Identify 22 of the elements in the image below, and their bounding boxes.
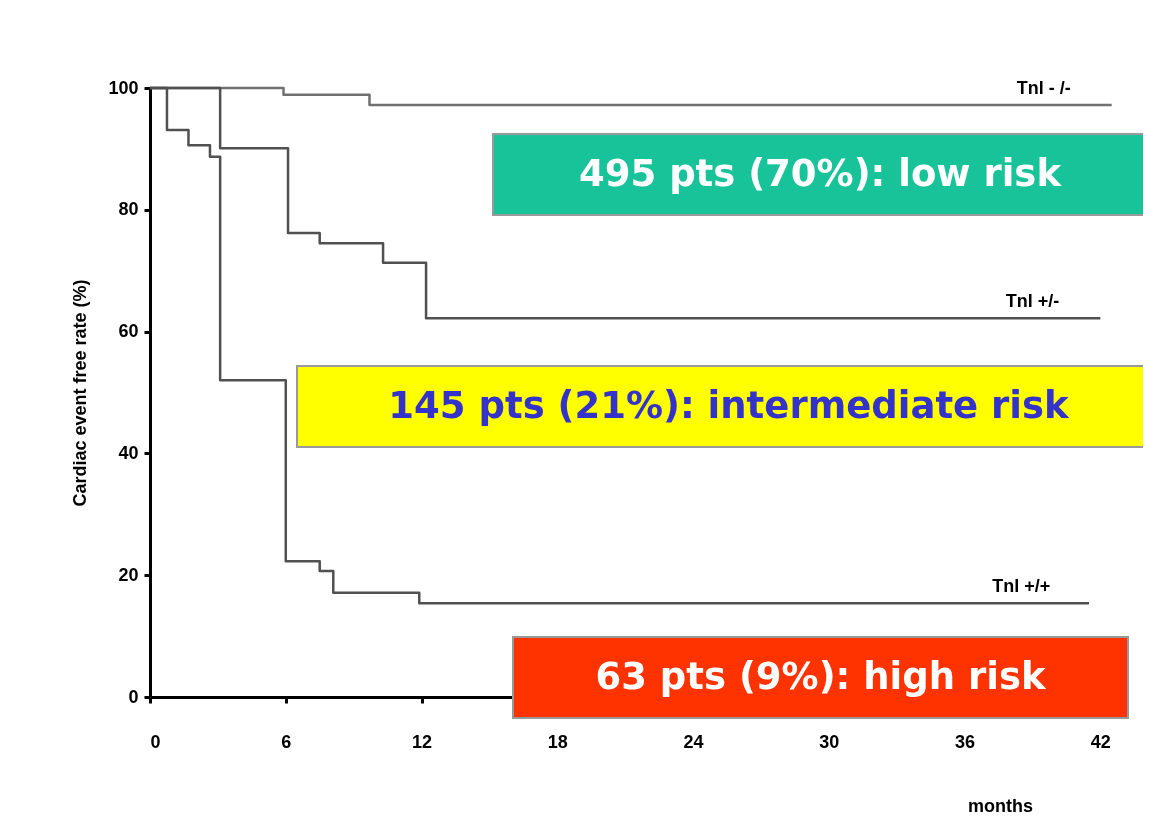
x-axis-title: months: [968, 795, 1033, 816]
x-tick-label: 12: [412, 731, 433, 752]
series-label: Tnl +/-: [1005, 291, 1060, 312]
annotation: 63 pts (9%): high risk: [595, 654, 1047, 698]
series-label: Tnl - /-: [1016, 78, 1071, 99]
y-tick-label: 80: [118, 199, 139, 220]
series-label: Tnl +/+: [992, 576, 1051, 597]
y-tick-label: 20: [118, 564, 139, 585]
y-axis-title: Cardiac event free rate (%): [70, 279, 91, 507]
y-tick-label: 0: [128, 686, 139, 707]
y-tick-label: 40: [118, 442, 139, 463]
y-tick-label: 100: [108, 77, 139, 98]
x-tick-label: 42: [1090, 731, 1111, 752]
x-tick-label: 18: [547, 731, 568, 752]
x-tick-label: 0: [150, 731, 161, 752]
x-tick-label: 24: [683, 731, 704, 752]
y-tick-label: 60: [118, 321, 139, 342]
annotation: 145 pts (21%): intermediate risk: [388, 383, 1071, 427]
annotation: 495 pts (70%): low risk: [579, 151, 1063, 195]
x-tick-label: 6: [281, 731, 292, 752]
x-tick-label: 36: [955, 731, 976, 752]
x-tick-label: 30: [819, 731, 840, 752]
